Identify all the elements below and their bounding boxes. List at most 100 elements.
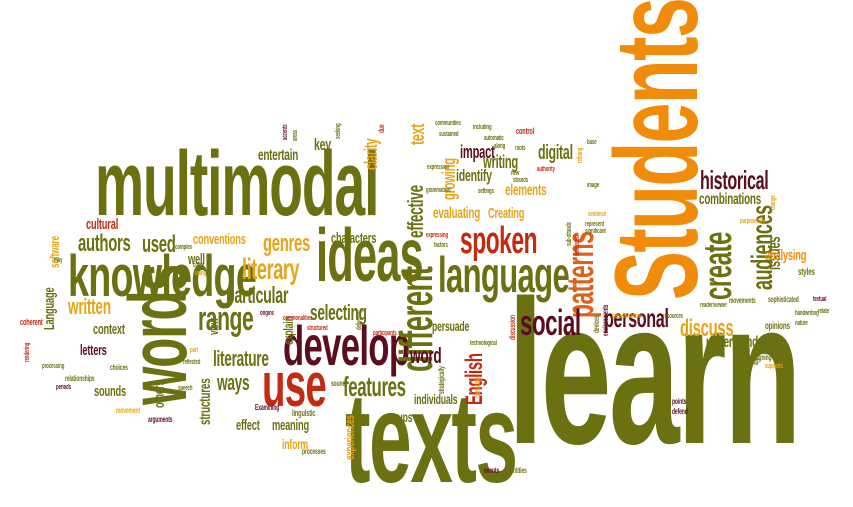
word-roots: roots [515, 145, 526, 152]
word-styles: styles [798, 267, 815, 278]
word-base: base [587, 139, 597, 146]
word-new: new [511, 170, 520, 177]
word-clarity: clarity [361, 138, 381, 170]
word-processing: processing [42, 363, 65, 370]
word-may: may [54, 257, 63, 264]
word-areas: areas [292, 130, 299, 141]
word-conventions: conventions [193, 231, 246, 248]
word-purposefully: purposefully [740, 218, 766, 225]
word-structured: structured [307, 325, 328, 332]
word-written: written [68, 294, 111, 319]
word-impact: impact [460, 142, 495, 162]
word-understand: understand [706, 334, 759, 351]
word-sophisticated: sophisticated [768, 295, 799, 304]
word-multimodal: multimodal [95, 133, 379, 235]
word-textual: textual [813, 296, 827, 303]
word-participants: participants [373, 330, 397, 337]
word-language-cap: Language [41, 287, 58, 330]
word-origins: origins [260, 310, 274, 317]
word-sub-strands: sub-strands [566, 222, 573, 246]
word-linguistic: linguistic [292, 408, 316, 418]
word-relationships: relationships [65, 374, 95, 383]
word-identify: identify [456, 166, 492, 185]
word-historical: historical [700, 165, 769, 195]
word-letters: letters [80, 342, 107, 359]
word-individuals: individuals [414, 391, 458, 407]
word-literary: literary [242, 253, 300, 286]
word-authors: authors [78, 230, 131, 257]
word-effective: effective [403, 185, 428, 238]
word-ways: ways [217, 370, 250, 395]
word-particular: particular [226, 282, 289, 308]
word-supports: supports [765, 363, 783, 370]
word-word: word [410, 343, 442, 368]
word-elements: elements [505, 182, 547, 199]
word-movements: movements [729, 296, 756, 305]
word-strands: strands [513, 177, 529, 184]
word-accents: accents [282, 124, 289, 140]
word-change: change [770, 195, 777, 210]
word-personal: personal [604, 303, 669, 333]
word-automatic: automatic [484, 135, 504, 142]
word-along: along [494, 143, 506, 150]
word-authority: authority [537, 166, 555, 173]
word-factors: factors [434, 242, 448, 249]
word-identities: identities [506, 466, 527, 475]
word-texts: texts [345, 367, 518, 507]
word-communities: communities [435, 120, 461, 127]
word-writing: writing [483, 152, 519, 172]
word-reflected: reflected [183, 359, 201, 366]
word-view: view [206, 318, 221, 335]
word-developed: developed [574, 235, 581, 256]
word-persuade: persuade [432, 318, 470, 334]
word-language: language [438, 247, 570, 303]
word-characters: characters [331, 230, 377, 247]
word-complex: complex [175, 244, 193, 251]
word-meaning: meaning [272, 417, 309, 434]
word-delivering: delivering [356, 310, 363, 330]
word-handwriting: handwriting [795, 310, 819, 317]
word-reader-viewer: reader/viewer [700, 302, 727, 309]
word-narrating: narrating [473, 377, 482, 398]
word-develop: develop [283, 314, 410, 377]
word-genres: genres [263, 230, 311, 257]
word-sentence: sentence [588, 211, 607, 218]
word-expressing: expressing [426, 232, 449, 239]
word-rendering: rendering [24, 342, 31, 362]
word-periods: periods [56, 384, 72, 391]
word-ideas: ideas [316, 213, 424, 297]
word-key: key [314, 135, 331, 154]
word-sustained: sustained [439, 131, 459, 138]
word-processes: processes [302, 447, 326, 456]
word-arguments: arguments [148, 415, 173, 424]
word-points: points [672, 397, 687, 406]
word-refining: refining [577, 147, 584, 163]
word-appeal: appeal [753, 351, 760, 365]
word-selecting: selecting [310, 300, 367, 325]
word-settings: settings [478, 188, 494, 195]
word-choices: choices [110, 363, 128, 372]
word-relate: relate [818, 308, 830, 315]
word-entertain: entertain [258, 147, 299, 164]
word-social: social [520, 302, 581, 343]
word-experiences: experiences [342, 415, 357, 460]
word-generalisations: generalisations [612, 313, 643, 320]
word-technological: technological [470, 340, 497, 347]
word-digital: digital [538, 142, 573, 164]
word-nature: nature [795, 320, 808, 327]
word-literature: literature [213, 346, 269, 371]
word-environments: environments [601, 304, 610, 336]
word-commonalities: commonalities [283, 315, 313, 322]
word-due: due [377, 124, 386, 133]
word-analysing: analysing [765, 247, 807, 264]
word-expression: expression [427, 164, 450, 171]
word-defend: defend [672, 407, 688, 416]
word-movement: movement [116, 406, 141, 415]
word-represent: represent [585, 221, 605, 228]
word-text: text [407, 123, 429, 145]
word-range: range [198, 300, 254, 338]
word-grammatical: grammatical [426, 187, 451, 194]
word-cultural: cultural [86, 216, 119, 233]
word-used: used [142, 231, 176, 258]
